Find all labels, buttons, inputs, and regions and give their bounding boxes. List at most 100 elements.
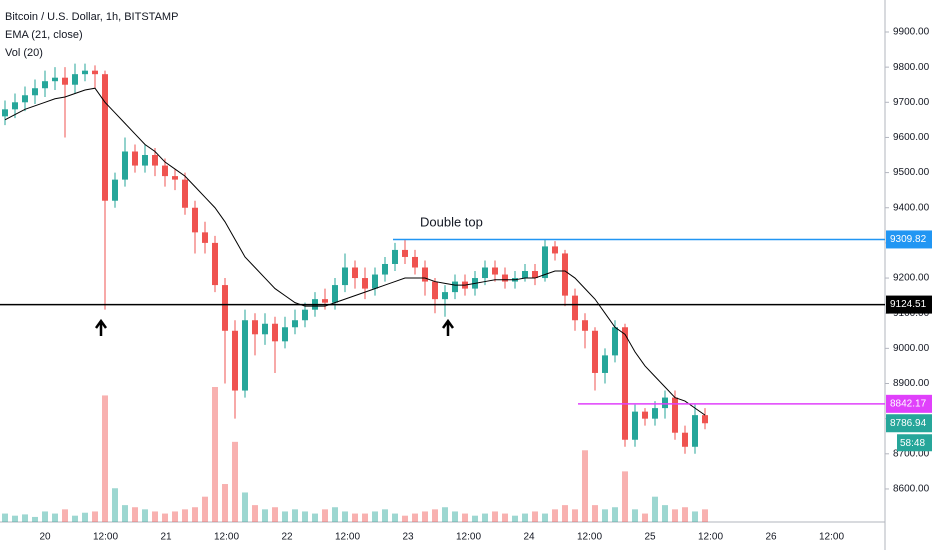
x-tick-label: 24 bbox=[523, 532, 535, 543]
volume-bar bbox=[592, 505, 598, 522]
candle-body bbox=[122, 151, 128, 180]
volume-bar bbox=[282, 511, 288, 522]
volume-bar bbox=[212, 387, 218, 522]
candle-body bbox=[292, 320, 298, 328]
y-tick-label: 9400.00 bbox=[893, 202, 930, 213]
last-price-label: 8786.94 bbox=[890, 418, 927, 429]
y-tick-label: 9000.00 bbox=[893, 343, 930, 354]
x-tick-label: 25 bbox=[644, 532, 656, 543]
volume-bar bbox=[392, 513, 398, 522]
volume-bar bbox=[272, 507, 278, 522]
y-tick-label: 9200.00 bbox=[893, 273, 930, 284]
candle-body bbox=[72, 74, 78, 85]
volume-bar bbox=[642, 513, 648, 522]
volume-bar bbox=[442, 507, 448, 522]
y-tick-label: 8900.00 bbox=[893, 378, 930, 389]
candle-body bbox=[362, 278, 368, 289]
x-tick-label: 21 bbox=[160, 532, 172, 543]
candle-body bbox=[432, 281, 438, 300]
volume-bar bbox=[302, 511, 308, 522]
candle-body bbox=[612, 327, 618, 356]
volume-bar bbox=[632, 509, 638, 522]
candle-body bbox=[92, 70, 98, 75]
candle-body bbox=[282, 327, 288, 342]
x-tick-label: 12:00 bbox=[335, 532, 360, 543]
volume-bar bbox=[182, 509, 188, 522]
last-price-box bbox=[886, 414, 932, 433]
candle-body bbox=[532, 271, 538, 279]
volume-bar bbox=[352, 513, 358, 522]
volume-bar bbox=[562, 505, 568, 522]
candle-body bbox=[522, 271, 528, 279]
candle-body bbox=[332, 285, 338, 303]
volume-bar bbox=[502, 513, 508, 522]
candle-body bbox=[662, 397, 668, 409]
x-tick-label: 12:00 bbox=[698, 532, 723, 543]
volume-bar bbox=[202, 496, 208, 522]
candle-body bbox=[482, 267, 488, 279]
volume-bar bbox=[692, 511, 698, 522]
candle-body bbox=[352, 267, 358, 279]
volume-bar bbox=[522, 513, 528, 522]
candle-body bbox=[652, 408, 658, 419]
volume-bar bbox=[42, 511, 48, 522]
volume-bar bbox=[32, 516, 38, 522]
level-label-box bbox=[886, 394, 932, 413]
level-label-box bbox=[886, 295, 932, 314]
volume-bar bbox=[382, 509, 388, 522]
x-tick-label: 12:00 bbox=[577, 532, 602, 543]
candle-body bbox=[692, 415, 698, 447]
volume-bar bbox=[312, 513, 318, 522]
candle-body bbox=[132, 151, 138, 166]
volume-bar bbox=[72, 515, 78, 522]
volume-bar bbox=[362, 513, 368, 522]
volume-bar bbox=[512, 515, 518, 522]
annotation: Double top bbox=[420, 214, 483, 229]
y-tick-label: 9500.00 bbox=[893, 167, 930, 178]
volume-bar bbox=[342, 511, 348, 522]
candle-body bbox=[112, 179, 118, 201]
volume-bar bbox=[702, 509, 708, 522]
x-tick-label: 22 bbox=[281, 532, 293, 543]
volume-bar bbox=[612, 507, 618, 522]
candle-body bbox=[632, 411, 638, 440]
candle-body bbox=[32, 88, 38, 96]
candle-body bbox=[302, 309, 308, 321]
candle-body bbox=[182, 179, 188, 208]
volume-bar bbox=[132, 507, 138, 522]
candle-body bbox=[382, 263, 388, 275]
x-tick-label: 20 bbox=[39, 532, 51, 543]
candle-body bbox=[232, 330, 238, 391]
candle-body bbox=[682, 432, 688, 447]
volume-bar bbox=[472, 515, 478, 522]
candle-body bbox=[52, 77, 58, 82]
volume-bar bbox=[462, 513, 468, 522]
candle-body bbox=[172, 176, 178, 180]
candle-body bbox=[162, 165, 168, 177]
volume-bar bbox=[662, 505, 668, 522]
volume-bar bbox=[232, 441, 238, 522]
candle-body bbox=[2, 109, 8, 117]
symbol-title: Bitcoin / U.S. Dollar, 1h, BITSTAMP bbox=[5, 11, 178, 23]
candle-body bbox=[672, 397, 678, 433]
candle-body bbox=[582, 320, 588, 331]
volume-bar bbox=[82, 512, 88, 522]
volume-bar bbox=[542, 513, 548, 522]
x-tick-label: 12:00 bbox=[93, 532, 118, 543]
volume-bar bbox=[142, 509, 148, 522]
volume-bar bbox=[172, 511, 178, 522]
candle-body bbox=[242, 320, 248, 391]
volume-bar bbox=[572, 509, 578, 522]
candle-body bbox=[542, 246, 548, 279]
candle-body bbox=[622, 327, 628, 440]
ema-legend: EMA (21, close) bbox=[5, 29, 83, 41]
candle-body bbox=[412, 256, 418, 268]
candle-body bbox=[142, 155, 148, 166]
x-tick-label: 26 bbox=[765, 532, 777, 543]
volume-bar bbox=[62, 509, 68, 522]
volume-bar bbox=[682, 507, 688, 522]
volume-bar bbox=[162, 513, 168, 522]
volume-bar bbox=[672, 509, 678, 522]
timer-box bbox=[897, 434, 932, 452]
